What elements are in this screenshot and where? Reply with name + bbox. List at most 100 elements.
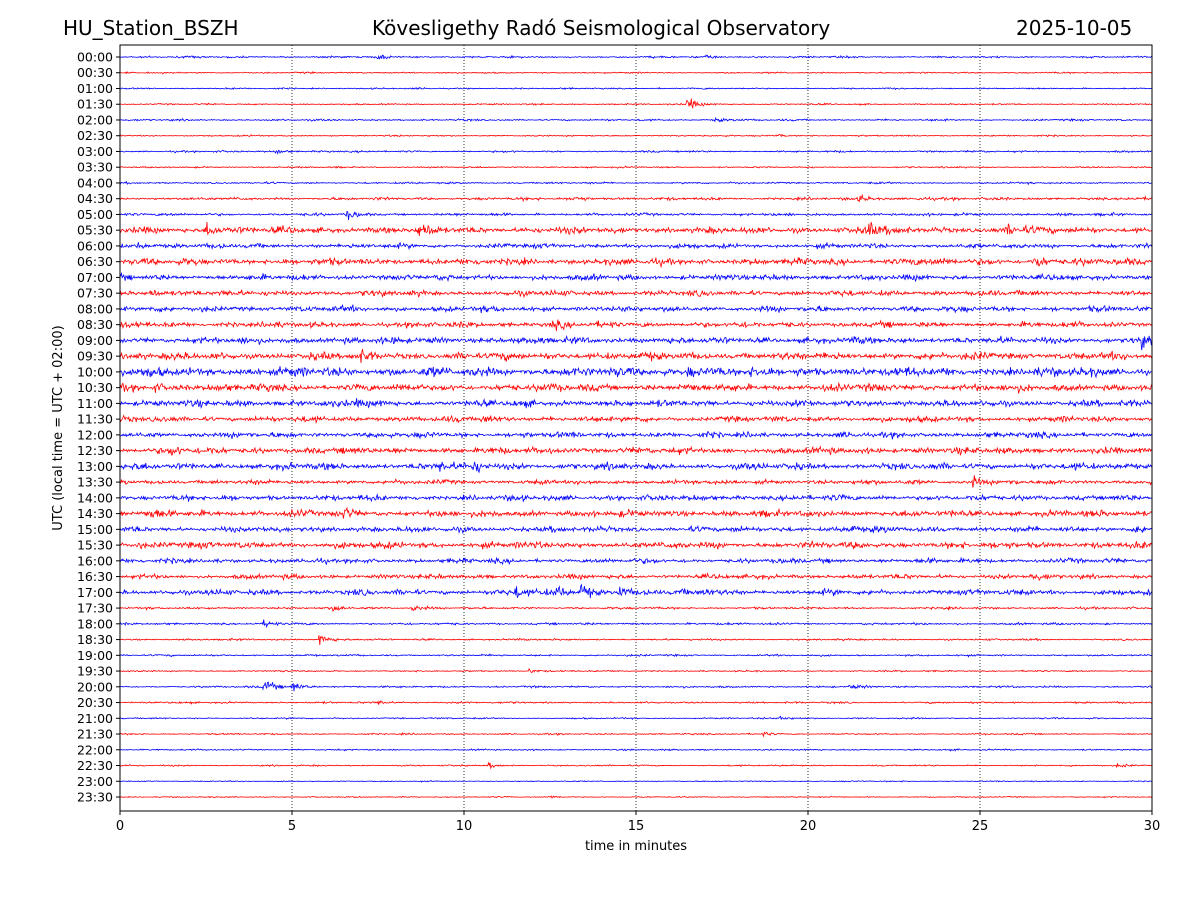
trace-0400 <box>119 180 1153 186</box>
y-tick-label: 09:30 <box>77 349 113 364</box>
y-tick-label: 18:00 <box>77 616 113 631</box>
y-tick-label: 11:30 <box>77 412 113 427</box>
y-tick-label: 15:30 <box>77 538 113 553</box>
y-tick-label: 00:30 <box>77 65 113 80</box>
trace-0030 <box>119 71 1153 75</box>
x-tick-label: 30 <box>1144 819 1161 834</box>
trace-0430 <box>119 193 1153 203</box>
y-tick-label: 08:30 <box>77 317 113 332</box>
trace-1700 <box>119 583 1153 599</box>
trace-1630 <box>120 572 1153 582</box>
y-tick-label: 21:00 <box>77 711 113 726</box>
x-tick-label: 25 <box>972 819 989 834</box>
x-tick-label: 20 <box>800 819 817 834</box>
trace-0830 <box>119 319 1153 332</box>
trace-1430 <box>119 506 1153 519</box>
y-tick-label: 00:00 <box>77 50 113 65</box>
trace-1830 <box>119 635 1153 646</box>
station-name: HU_Station_BSZH <box>63 16 239 40</box>
y-tick-label: 02:00 <box>77 112 113 127</box>
y-tick-label: 16:30 <box>77 569 113 584</box>
y-tick-label: 03:30 <box>77 160 113 175</box>
y-tick-label: 20:00 <box>77 679 113 694</box>
trace-2130 <box>119 731 1153 738</box>
trace-1000 <box>119 365 1153 379</box>
y-tick-label: 07:30 <box>77 286 113 301</box>
trace-2100 <box>119 715 1153 721</box>
y-tick-label: 01:00 <box>77 81 113 96</box>
y-tick-label: 17:00 <box>77 585 113 600</box>
y-tick-label: 19:00 <box>77 648 113 663</box>
trace-1530 <box>119 539 1153 551</box>
y-tick-label: 15:00 <box>77 522 113 537</box>
y-tick-label: 23:30 <box>77 790 113 805</box>
y-tick-label: 18:30 <box>77 632 113 647</box>
chart-title: Kövesligethy Radó Seismological Observat… <box>372 16 831 40</box>
trace-1030 <box>119 381 1153 394</box>
y-tick-label: 12:00 <box>77 427 113 442</box>
y-tick-label: 06:30 <box>77 254 113 269</box>
trace-1730 <box>119 605 1153 612</box>
trace-1500 <box>119 524 1153 535</box>
trace-1230 <box>119 445 1153 457</box>
y-tick-label: 08:00 <box>77 301 113 316</box>
y-tick-label: 23:00 <box>77 774 113 789</box>
trace-0800 <box>119 303 1153 314</box>
y-tick-label: 13:00 <box>77 459 113 474</box>
trace-0500 <box>119 210 1153 221</box>
y-tick-label: 01:30 <box>77 97 113 112</box>
y-tick-label: 19:30 <box>77 664 113 679</box>
trace-2000 <box>119 681 1153 692</box>
y-tick-label: 16:00 <box>77 553 113 568</box>
x-tick-label: 10 <box>456 819 473 834</box>
trace-0230 <box>119 133 1153 138</box>
y-tick-label: 13:30 <box>77 475 113 490</box>
trace-1400 <box>119 493 1153 503</box>
y-tick-label: 21:30 <box>77 727 113 742</box>
y-tick-label: 17:30 <box>77 601 113 616</box>
trace-0100 <box>119 86 1153 91</box>
trace-0730 <box>119 288 1153 299</box>
y-tick-label: 04:00 <box>77 175 113 190</box>
y-tick-label: 10:30 <box>77 380 113 395</box>
x-tick-label: 5 <box>288 819 296 834</box>
trace-0200 <box>119 116 1153 123</box>
trace-0900 <box>119 335 1153 351</box>
trace-2030 <box>119 699 1153 705</box>
trace-1330 <box>119 475 1153 488</box>
y-tick-label: 07:00 <box>77 270 113 285</box>
trace-0000 <box>119 54 1153 60</box>
trace-0700 <box>119 271 1153 283</box>
y-tick-label: 10:00 <box>77 364 113 379</box>
date-label: 2025-10-05 <box>1016 16 1133 40</box>
x-tick-label: 0 <box>116 819 124 834</box>
y-tick-label: 22:00 <box>77 742 113 757</box>
trace-2200 <box>119 748 1153 752</box>
y-axis-label: UTC (local time = UTC + 02:00) <box>51 325 66 530</box>
y-tick-label: 22:30 <box>77 758 113 773</box>
y-tick-label: 05:30 <box>77 223 113 238</box>
y-tick-label: 14:00 <box>77 490 113 505</box>
x-axis-label: time in minutes <box>585 839 687 854</box>
y-tick-label: 11:00 <box>77 396 113 411</box>
y-tick-label: 05:00 <box>77 207 113 222</box>
trace-1100 <box>119 398 1153 409</box>
trace-2330 <box>119 795 1153 799</box>
trace-1600 <box>119 556 1153 566</box>
trace-2230 <box>119 761 1153 770</box>
trace-1930 <box>119 667 1153 674</box>
y-tick-label: 14:30 <box>77 506 113 521</box>
y-tick-label: 20:30 <box>77 695 113 710</box>
trace-0300 <box>119 149 1153 155</box>
trace-0630 <box>119 256 1153 269</box>
trace-0930 <box>119 348 1153 363</box>
trace-1130 <box>119 414 1153 425</box>
trace-1800 <box>119 619 1153 629</box>
y-tick-label: 12:30 <box>77 443 113 458</box>
trace-1300 <box>119 461 1153 474</box>
trace-2300 <box>119 779 1153 783</box>
x-tick-label: 15 <box>628 819 645 834</box>
y-tick-label: 02:30 <box>77 128 113 143</box>
